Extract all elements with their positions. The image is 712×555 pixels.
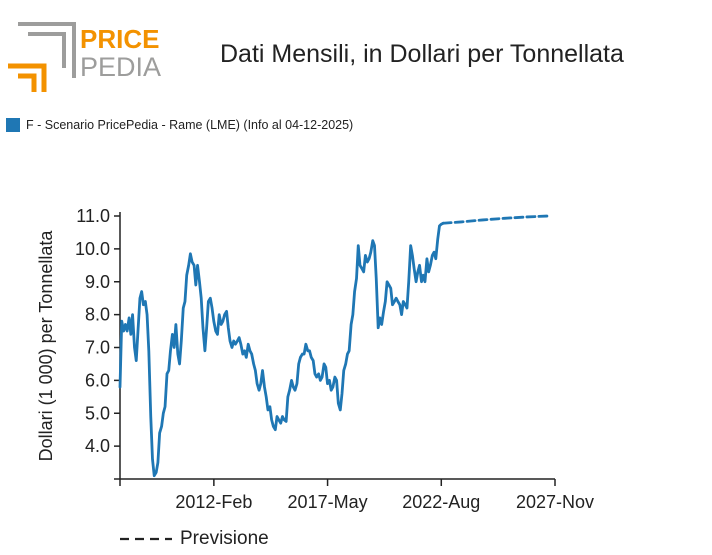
y-axis-title: Dollari (1 000) per Tonnellata xyxy=(36,230,56,462)
forecast-legend: Previsione xyxy=(120,528,269,550)
logo-grey-frame-outer xyxy=(18,22,76,78)
y-axis: 11.0 10.0 9.0 8.0 7.0 6.0 5.0 4.0 xyxy=(75,206,121,480)
logo-grey-frame-inner xyxy=(28,32,66,68)
y-tick-label: 10.0 xyxy=(75,239,110,259)
logo-text-price: PRICE xyxy=(80,24,159,54)
y-tick-label: 6.0 xyxy=(85,370,110,390)
logo-orange-frame-outer xyxy=(8,63,47,92)
pricepedia-logo: PRICE PEDIA xyxy=(8,22,161,92)
y-tick-label: 4.0 xyxy=(85,436,110,456)
legend-label: F - Scenario PricePedia - Rame (LME) (In… xyxy=(26,118,354,132)
y-tick-label: 11.0 xyxy=(76,206,110,226)
x-tick-label: 2017-May xyxy=(288,492,368,512)
logo-text-pedia: PEDIA xyxy=(80,52,161,82)
y-tick-label: 5.0 xyxy=(85,403,110,423)
forecast-legend-label: Previsione xyxy=(180,528,269,549)
x-axis: 2012-Feb 2017-May 2022-Aug 2027-Nov xyxy=(119,478,594,512)
legend[interactable]: F - Scenario PricePedia - Rame (LME) (In… xyxy=(6,118,353,132)
y-tick-label: 8.0 xyxy=(85,305,110,325)
y-tick-label: 7.0 xyxy=(85,338,110,358)
legend-swatch xyxy=(6,118,20,132)
y-tick-label: 9.0 xyxy=(85,272,110,292)
logo-orange-frame-inner xyxy=(18,73,37,92)
x-tick-label: 2022-Aug xyxy=(402,492,480,512)
x-tick-label: 2027-Nov xyxy=(516,492,594,512)
series-layer xyxy=(118,214,550,478)
series-line xyxy=(118,221,445,478)
forecast-series-line xyxy=(441,214,550,225)
x-tick-label: 2012-Feb xyxy=(175,492,252,512)
dashed-line-sample xyxy=(120,537,172,541)
chart-title: Dati Mensili, in Dollari per Tonnellata xyxy=(220,40,624,68)
